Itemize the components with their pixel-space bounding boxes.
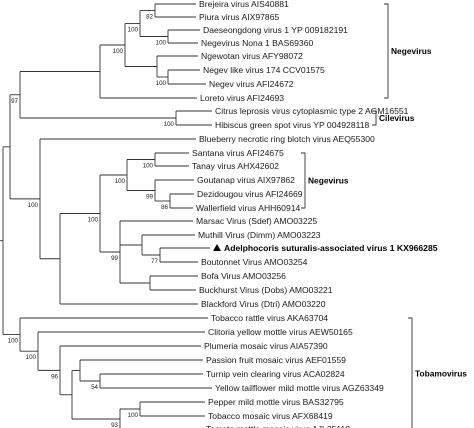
bootstrap-value: 100 — [128, 412, 139, 419]
bootstrap-value: 93 — [111, 422, 118, 428]
taxon-label: Tanay virus AHX42602 — [192, 161, 279, 171]
bootstrap-value: 96 — [51, 373, 58, 380]
clade-bracket — [384, 3, 389, 99]
bootstrap-value: 100 — [128, 27, 139, 34]
bootstrap-value: 99 — [111, 255, 118, 262]
taxon-label: Ngewotan virus AFY98072 — [201, 51, 303, 61]
taxon-label: Buckhurst Virus (Dobs) AMO03221 — [199, 285, 333, 295]
taxon-label: Piura virus AIX97865 — [199, 12, 279, 22]
highlight-triangle-icon — [213, 244, 221, 251]
bootstrap-value: 100 — [115, 178, 126, 185]
taxon-label: Muthill Virus (Dimm) AMO03223 — [198, 230, 321, 240]
bootstrap-value: 100 — [164, 121, 175, 128]
clade-label: Cilevirus — [379, 113, 415, 123]
clade-bracket — [408, 317, 413, 428]
taxon-label: Clitoria yellow mottle virus AEW50165 — [208, 327, 353, 337]
taxon-label: Goutanap virus AIX97862 — [197, 175, 295, 185]
taxon-label: Santana virus AFI24675 — [192, 148, 284, 158]
taxon-label: Hibiscus green spot virus YP 004928118 — [215, 120, 370, 130]
taxon-label: Adelphocoris suturalis-associated virus … — [224, 243, 438, 253]
bootstrap-value: 77 — [151, 258, 158, 265]
bootstrap-value: 100 — [26, 354, 37, 361]
taxon-label: Marsac Virus (Sdef) AMO03225 — [196, 216, 317, 226]
tree-branches — [0, 3, 212, 428]
taxon-label: Dezidougou virus AFI24669 — [197, 189, 303, 199]
clade-label: Negevirus — [308, 176, 349, 186]
bootstrap-value: 100 — [156, 80, 167, 87]
taxon-label: Tobacco mosaic virus AFX68419 — [208, 411, 333, 421]
taxon-label: Tobacco rattle virus AKA63704 — [211, 313, 328, 323]
taxon-label: Negev like virus 174 CCV01575 — [203, 65, 325, 75]
taxon-label: Citrus leprosis virus cytoplasmic type 2… — [215, 106, 409, 116]
taxon-label: Loreto virus AFI24693 — [200, 93, 284, 103]
clade-label: Negevirus — [391, 46, 432, 56]
taxon-label: Brejeira virus AIS40881 — [199, 0, 289, 9]
taxon-label: Turnip vein clearing virus ACA02824 — [206, 369, 345, 379]
bootstrap-value: 100 — [156, 40, 167, 47]
taxon-label: Negevirus Nona 1 BAS69360 — [201, 38, 313, 48]
bootstrap-value: 97 — [11, 98, 18, 105]
taxon-label: Passion fruit mosaic virus AEF01559 — [206, 355, 346, 365]
bootstrap-value: 86 — [161, 204, 168, 211]
clade-bracket — [372, 110, 377, 126]
bootstrap-value: 100 — [113, 48, 124, 55]
taxon-label: Blackford Virus (Dtri) AMO03220 — [201, 299, 326, 309]
taxon-label: Pepper mild mottle virus BAS32795 — [208, 397, 344, 407]
taxon-label: Blueberry necrotic ring blotch virus AEQ… — [199, 134, 375, 144]
taxon-label: Bofa Virus AMO03256 — [201, 271, 286, 281]
taxon-label: Boutonnet Virus AMO03254 — [201, 257, 308, 267]
taxon-label: Yellow tailflower mild mottle virus AGZ6… — [215, 383, 384, 393]
bootstrap-value: 100 — [143, 163, 154, 170]
clade-brackets: Negevirus Cilevirus Negevirus Tobamovirus — [301, 3, 467, 428]
clade-bracket — [301, 152, 306, 209]
bootstrap-value: 100 — [28, 202, 39, 209]
taxon-label: Plumeria mosaic virus AIA57390 — [204, 341, 328, 351]
taxon-label: Tomato mottle mosaic virus AJL35118 — [206, 424, 350, 428]
taxon-label: Wallerfield virus AHH60914 — [196, 203, 301, 213]
bootstrap-value: 100 — [8, 338, 19, 345]
bootstrap-value: 100 — [88, 217, 99, 224]
bootstrap-value: 82 — [146, 14, 153, 21]
taxon-label: Daeseongdong virus 1 YP 009182191 — [203, 25, 348, 35]
taxon-labels: Brejeira virus AIS40881 Piura virus AIX97… — [192, 0, 438, 428]
taxon-label: Negev virus AFI24672 — [209, 79, 294, 89]
clade-label: Tobamovirus — [415, 369, 467, 379]
bootstrap-value: 99 — [146, 194, 153, 201]
bootstrap-value: 54 — [91, 384, 98, 391]
bootstrap-values: 82 100 100 100 100 100 97 100 86 99 100 77 99 100 100 1… — [8, 14, 175, 428]
